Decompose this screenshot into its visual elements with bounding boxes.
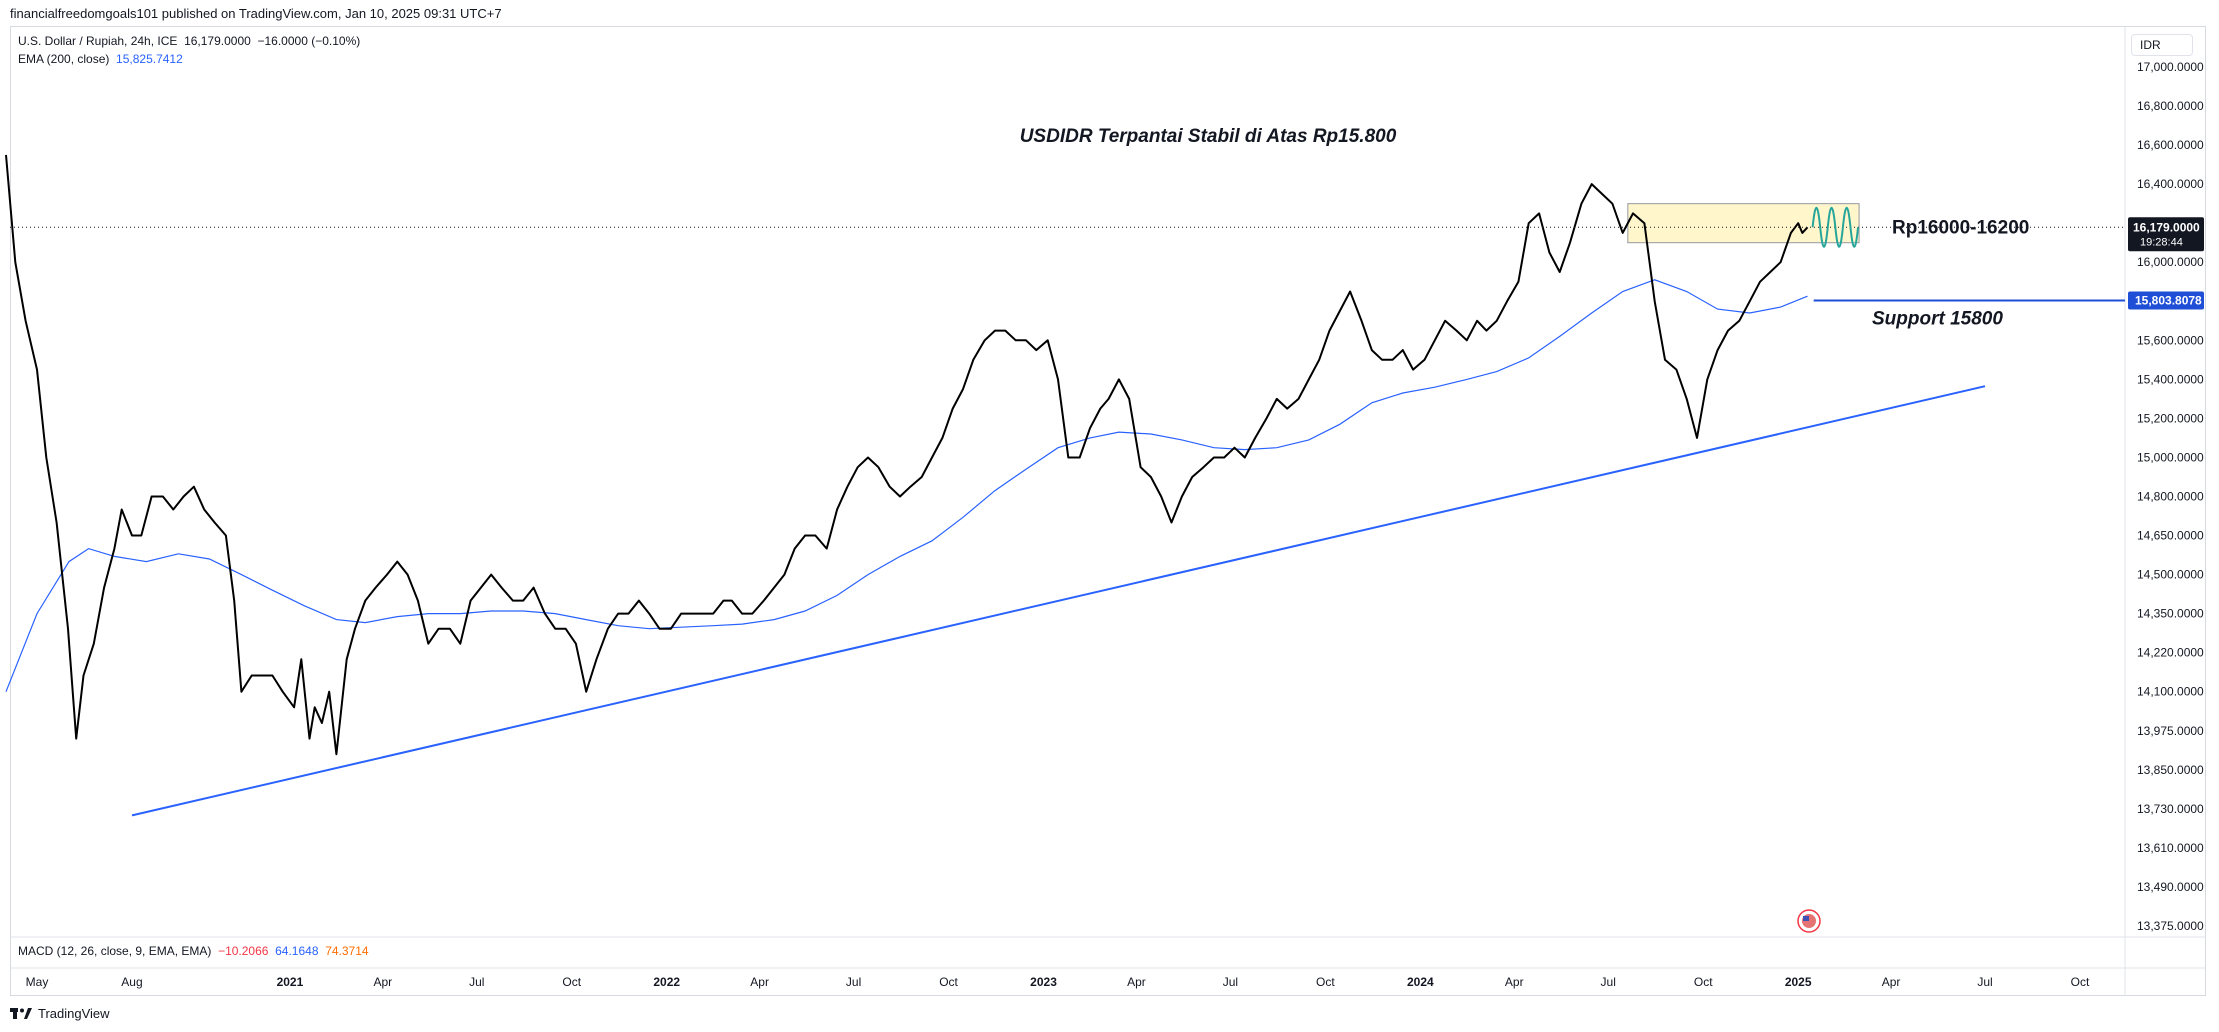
ema-value: 15,825.7412 xyxy=(116,52,183,66)
brand-name: TradingView xyxy=(38,1006,110,1021)
currency-badge[interactable]: IDR xyxy=(2131,34,2193,56)
footer-brand[interactable]: TradingView xyxy=(10,1006,110,1021)
ema-legend[interactable]: EMA (200, close) 15,825.7412 xyxy=(18,52,183,66)
ema-label: EMA (200, close) xyxy=(18,52,110,66)
symbol-legend[interactable]: U.S. Dollar / Rupiah, 24h, ICE 16,179.00… xyxy=(18,34,360,48)
macd-label: MACD (12, 26, close, 9, EMA, EMA) xyxy=(18,944,212,958)
macd-legend[interactable]: MACD (12, 26, close, 9, EMA, EMA) −10.20… xyxy=(18,944,369,958)
tradingview-logo-icon xyxy=(10,1007,32,1019)
macd-value-3: 74.3714 xyxy=(325,944,369,958)
symbol-change: −16.0000 (−0.10%) xyxy=(257,34,361,48)
symbol-name: U.S. Dollar / Rupiah, 24h, ICE xyxy=(18,34,178,48)
symbol-last-value: 16,179.0000 xyxy=(184,34,251,48)
macd-value-2: 64.1648 xyxy=(275,944,319,958)
macd-value-1: −10.2066 xyxy=(218,944,269,958)
chart-frame[interactable] xyxy=(10,26,2206,996)
published-line: financialfreedomgoals101 published on Tr… xyxy=(10,6,502,21)
